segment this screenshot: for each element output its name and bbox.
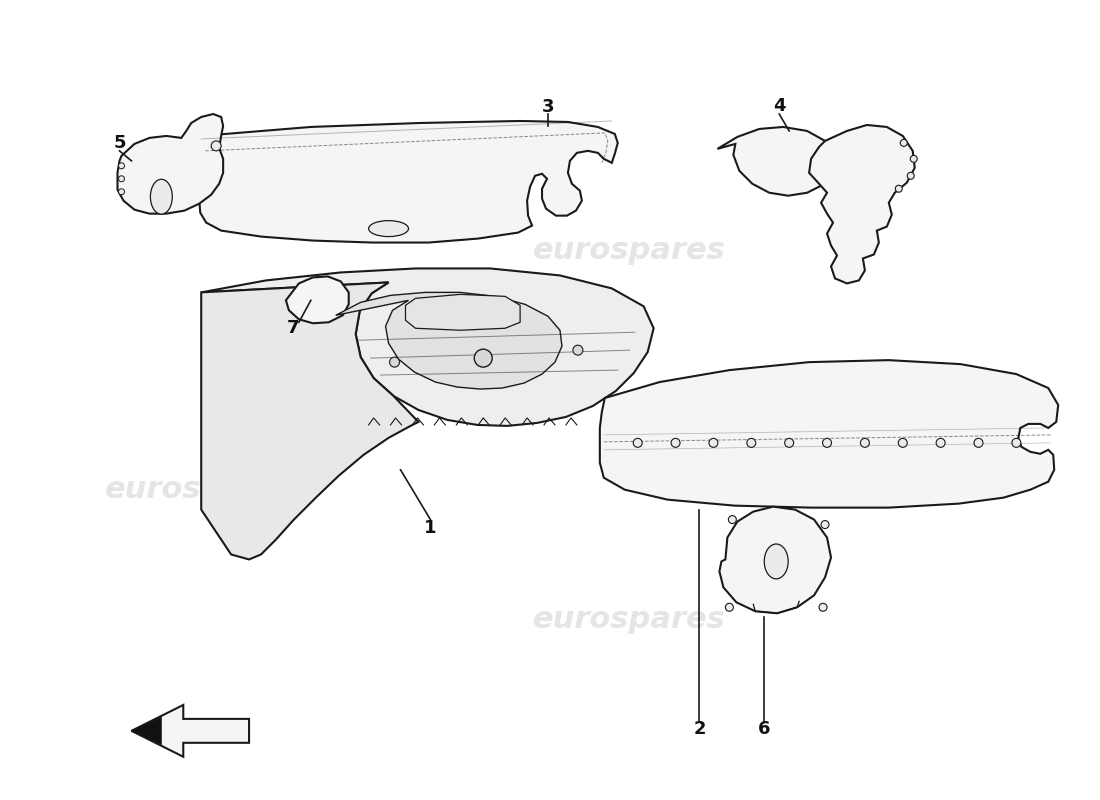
Polygon shape <box>199 121 618 242</box>
Text: 7: 7 <box>287 319 299 338</box>
Text: 3: 3 <box>542 98 554 116</box>
Polygon shape <box>600 360 1058 508</box>
Circle shape <box>974 438 983 447</box>
Polygon shape <box>132 705 249 757</box>
Circle shape <box>119 176 124 182</box>
Circle shape <box>936 438 945 447</box>
Circle shape <box>211 141 221 151</box>
Circle shape <box>747 438 756 447</box>
Circle shape <box>823 438 832 447</box>
Polygon shape <box>810 125 915 283</box>
Polygon shape <box>132 717 162 745</box>
Text: eurospares: eurospares <box>104 475 298 504</box>
Circle shape <box>784 438 794 447</box>
Polygon shape <box>406 294 520 330</box>
Text: 6: 6 <box>758 720 770 738</box>
Circle shape <box>820 603 827 611</box>
Circle shape <box>899 438 907 447</box>
Circle shape <box>119 163 124 169</box>
Ellipse shape <box>368 221 408 237</box>
Circle shape <box>119 189 124 194</box>
Ellipse shape <box>151 179 173 214</box>
Circle shape <box>910 155 917 162</box>
Text: 1: 1 <box>425 518 437 537</box>
Text: eurospares: eurospares <box>534 236 726 265</box>
Ellipse shape <box>764 544 789 579</box>
Circle shape <box>573 345 583 355</box>
Polygon shape <box>286 277 349 323</box>
Polygon shape <box>118 114 223 214</box>
Circle shape <box>634 438 642 447</box>
Text: 2: 2 <box>693 720 706 738</box>
Polygon shape <box>336 292 562 389</box>
Circle shape <box>908 172 914 179</box>
Circle shape <box>1012 438 1021 447</box>
Circle shape <box>900 139 908 146</box>
Circle shape <box>389 357 399 367</box>
Circle shape <box>708 438 718 447</box>
Polygon shape <box>719 506 830 614</box>
Circle shape <box>728 515 736 523</box>
Circle shape <box>725 603 734 611</box>
Circle shape <box>860 438 869 447</box>
Circle shape <box>671 438 680 447</box>
Text: eurospares: eurospares <box>534 605 726 634</box>
Polygon shape <box>717 127 835 196</box>
Polygon shape <box>201 282 418 559</box>
Circle shape <box>821 521 829 529</box>
Circle shape <box>895 186 902 192</box>
Text: 5: 5 <box>113 134 125 152</box>
Circle shape <box>474 349 492 367</box>
Polygon shape <box>201 269 653 426</box>
Text: 4: 4 <box>773 97 785 115</box>
